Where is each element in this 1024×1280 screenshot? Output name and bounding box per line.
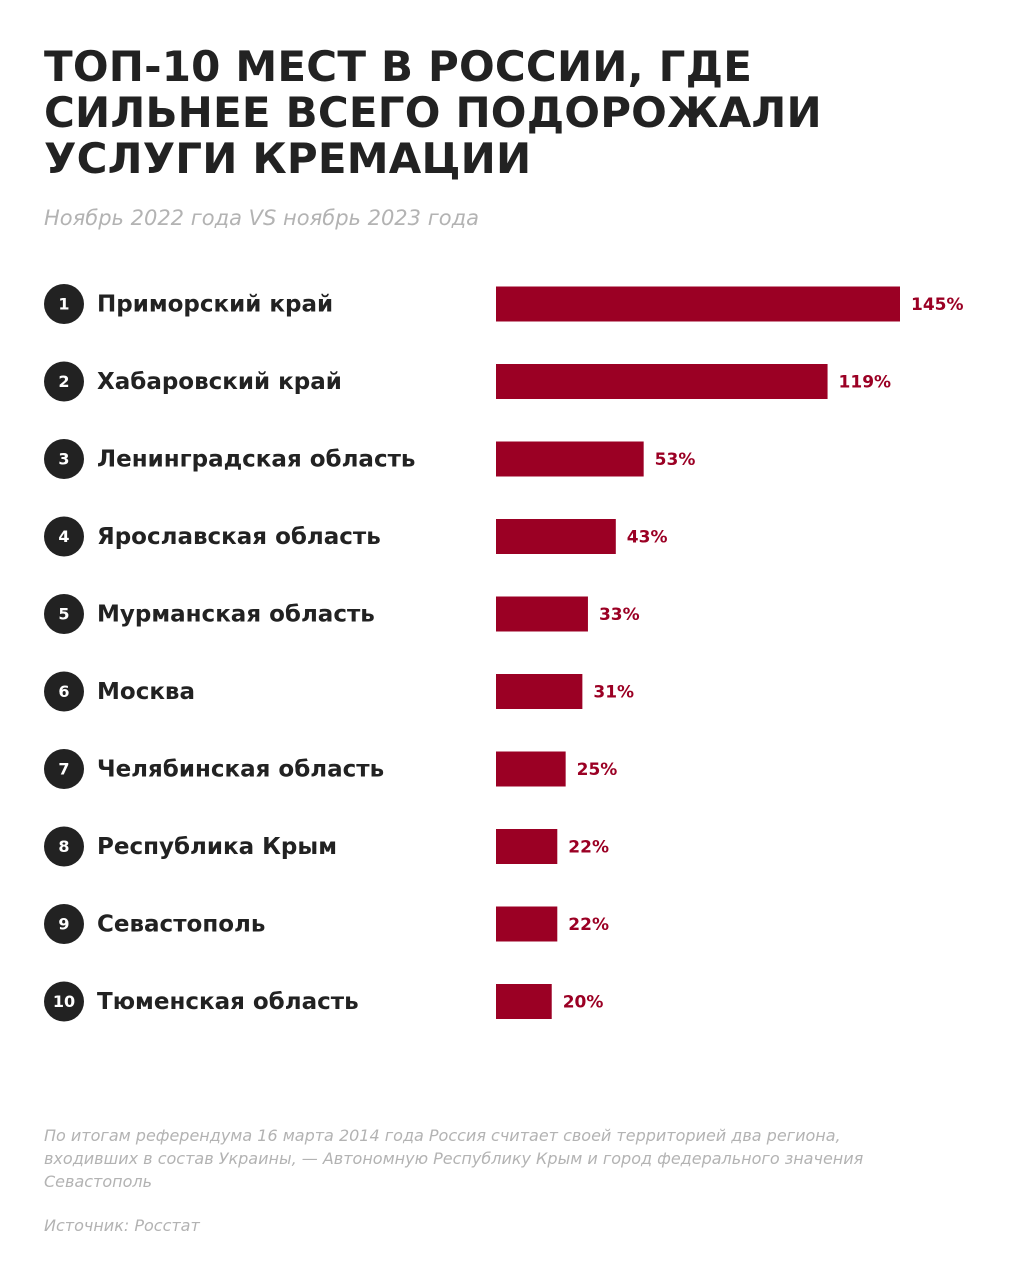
chart-title: ТОП-10 МЕСТ В РОССИИ, ГДЕ СИЛЬНЕЕ ВСЕГО … <box>44 44 944 182</box>
rank-number-2: 2 <box>58 372 69 391</box>
value-label-3: 53% <box>655 450 696 470</box>
rank-badge-3 <box>44 439 84 479</box>
value-label-4: 43% <box>627 528 668 548</box>
rank-badge-2 <box>44 361 84 402</box>
bar-4 <box>496 519 616 554</box>
footnote: По итогам референдума 16 марта 2014 года… <box>44 1126 864 1191</box>
rank-number-5: 5 <box>58 605 69 624</box>
chart-title-line-3: УСЛУГИ КРЕМАЦИИ <box>44 134 532 183</box>
rank-number-9: 9 <box>58 915 69 934</box>
rank-number-8: 8 <box>58 837 69 856</box>
rank-number-4: 4 <box>58 527 69 546</box>
rank-badge-8 <box>44 826 84 867</box>
value-label-8: 22% <box>568 838 609 858</box>
category-label-1: Приморский край <box>97 292 333 318</box>
rank-badge-10 <box>44 981 84 1022</box>
value-label-6: 31% <box>593 683 634 703</box>
chart-title-line-1: ТОП-10 МЕСТ В РОССИИ, ГДЕ <box>44 42 753 91</box>
value-label-5: 33% <box>599 605 640 625</box>
category-label-3: Ленинградская область <box>97 447 415 473</box>
bar-2 <box>496 364 828 399</box>
rank-number-7: 7 <box>58 760 69 779</box>
rank-badge-7 <box>44 749 84 789</box>
value-label-1: 145% <box>911 295 964 315</box>
rank-badge-1 <box>44 284 84 324</box>
rank-number-3: 3 <box>58 450 69 469</box>
source-note: Источник: Росстат <box>44 1216 200 1235</box>
bar-7 <box>496 751 566 787</box>
bar-3 <box>496 441 644 477</box>
bar-10 <box>496 984 552 1019</box>
category-label-4: Ярославская область <box>97 524 381 550</box>
rank-badge-9 <box>44 904 84 944</box>
bar-chart: 1 Приморский край 145% 2 Хабаровский край 119… <box>44 284 964 1022</box>
value-label-9: 22% <box>568 915 609 935</box>
category-label-9: Севастополь <box>97 912 265 938</box>
category-label-7: Челябинская область <box>97 757 384 783</box>
value-label-2: 119% <box>839 373 892 393</box>
rank-badge-5 <box>44 594 84 634</box>
rank-number-10: 10 <box>53 992 75 1011</box>
chart-title-line-2: СИЛЬНЕЕ ВСЕГО ПОДОРОЖАЛИ <box>44 88 822 137</box>
rank-number-6: 6 <box>58 682 69 701</box>
bar-1 <box>496 286 900 322</box>
value-label-7: 25% <box>577 760 618 780</box>
chart-subtitle: Ноябрь 2022 года VS ноябрь 2023 года <box>44 206 479 230</box>
category-label-10: Тюменская область <box>97 989 359 1015</box>
rank-badge-6 <box>44 671 84 712</box>
bar-8 <box>496 829 558 864</box>
category-label-6: Москва <box>97 679 195 705</box>
rank-badge-4 <box>44 516 84 557</box>
rank-number-1: 1 <box>58 295 69 314</box>
category-label-8: Республика Крым <box>97 834 337 860</box>
value-label-10: 20% <box>563 993 604 1013</box>
category-label-5: Мурманская область <box>97 602 375 628</box>
bar-6 <box>496 674 583 709</box>
bar-5 <box>496 596 588 632</box>
bar-9 <box>496 906 558 942</box>
category-label-2: Хабаровский край <box>97 369 342 395</box>
